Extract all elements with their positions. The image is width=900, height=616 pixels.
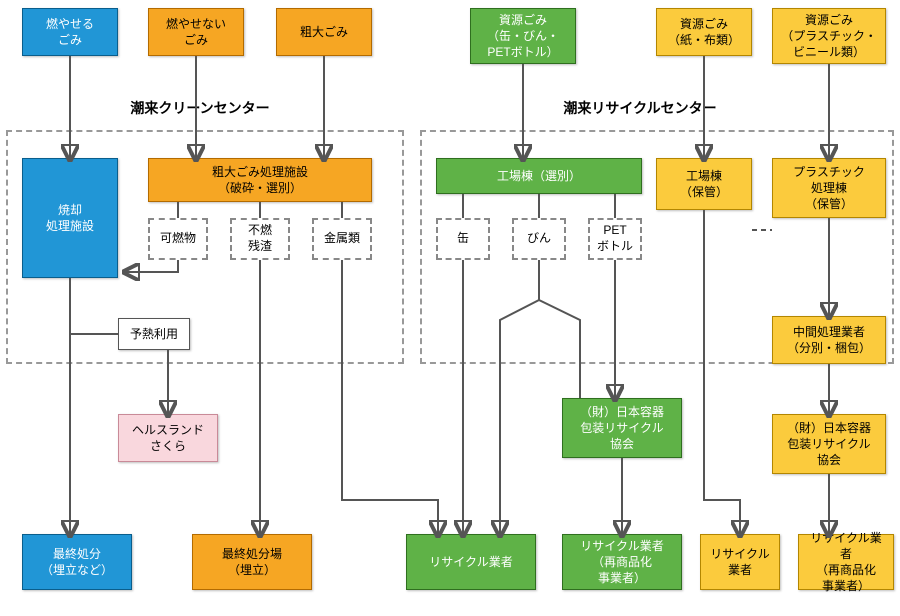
preheat: 予熱利用 <box>118 318 190 350</box>
top-bulky: 粗大ごみ <box>276 8 372 56</box>
jcpra2: （財）日本容器包装リサイクル協会 <box>772 414 886 474</box>
final-orange: 最終処分場（埋立） <box>192 534 312 590</box>
sub-bottle: びん <box>512 218 566 260</box>
sub-metal: 金属類 <box>312 218 372 260</box>
recycler-green2: リサイクル業者（再商品化事業者） <box>562 534 682 590</box>
sorting-plant: 工場棟（選別） <box>436 158 642 194</box>
recycler-green1: リサイクル業者 <box>406 534 536 590</box>
healthland: ヘルスランドさくら <box>118 414 218 462</box>
final-blue: 最終処分（埋立など） <box>22 534 132 590</box>
intermediate: 中間処理業者（分別・梱包） <box>772 316 886 364</box>
sub-can: 缶 <box>436 218 490 260</box>
incinerator: 焼却処理施設 <box>22 158 118 278</box>
top-plastic: 資源ごみ（プラスチック・ビニール類） <box>772 8 886 64</box>
sub-combustible: 可燃物 <box>148 218 208 260</box>
recycler-yellow2: リサイクル業者（再商品化事業者） <box>798 534 894 590</box>
sub-residue: 不燃残渣 <box>230 218 290 260</box>
top-burnable: 燃やせるごみ <box>22 8 118 56</box>
top-paper: 資源ごみ（紙・布類） <box>656 8 752 56</box>
recycle-center-label: 潮来リサイクルセンター <box>510 98 770 118</box>
sub-pet: PETボトル <box>588 218 642 260</box>
jcpra1: （財）日本容器包装リサイクル協会 <box>562 398 682 458</box>
top-cans: 資源ごみ（缶・びん・PETボトル） <box>470 8 576 64</box>
storage-plant: 工場棟（保管） <box>656 158 752 210</box>
plastic-plant: プラスチック処理棟（保管） <box>772 158 886 218</box>
recycler-yellow1: リサイクル業者 <box>700 534 780 590</box>
top-nonburnable: 燃やせないごみ <box>148 8 244 56</box>
clean-center-label: 潮来クリーンセンター <box>80 98 320 118</box>
bulky-facility: 粗大ごみ処理施設（破砕・選別） <box>148 158 372 202</box>
